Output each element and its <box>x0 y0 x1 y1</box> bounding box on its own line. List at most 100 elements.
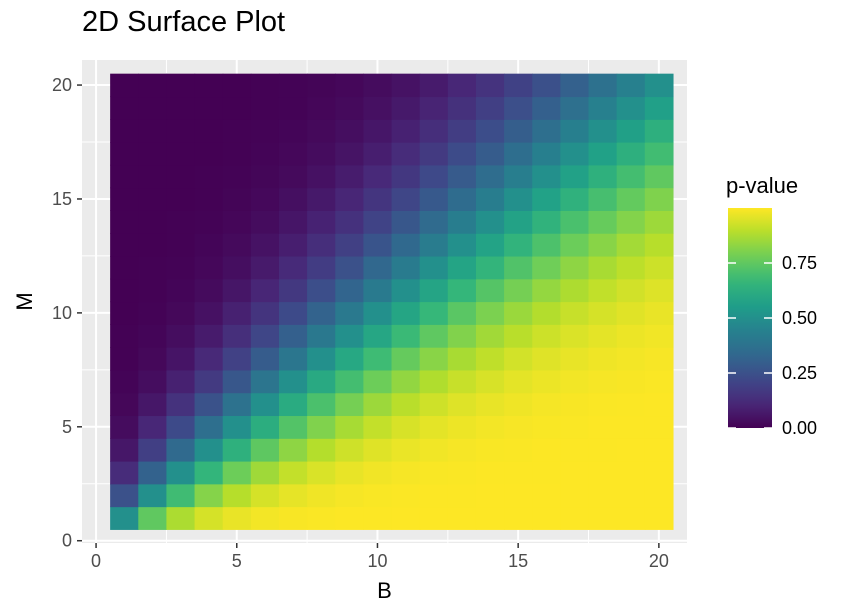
heatmap-cell <box>278 164 308 189</box>
heatmap-cell <box>194 73 224 98</box>
heatmap-cell <box>278 369 308 394</box>
heatmap-cell <box>363 324 393 348</box>
heatmap-cell <box>335 210 364 234</box>
heatmap-cell <box>307 392 336 417</box>
x-tick-label: 20 <box>649 551 669 571</box>
heatmap-cell <box>560 233 590 257</box>
heatmap-cell <box>419 438 449 462</box>
heatmap-cell <box>504 369 533 394</box>
heatmap-cell <box>194 506 224 530</box>
heatmap-cell <box>138 96 168 120</box>
heatmap-cell <box>644 392 674 417</box>
heatmap-cell <box>560 73 590 98</box>
heatmap-cell <box>166 483 196 508</box>
heatmap-cell <box>194 187 224 211</box>
heatmap-cell <box>391 438 421 462</box>
heatmap-cell <box>419 73 449 98</box>
heatmap-cell <box>616 73 646 98</box>
heatmap-cell <box>250 96 280 120</box>
heatmap-cell <box>110 369 139 394</box>
heatmap-cell <box>644 210 674 234</box>
heatmap-cell <box>616 324 646 348</box>
heatmap-cell <box>391 210 421 234</box>
heatmap-cell <box>250 460 280 485</box>
heatmap-cell <box>110 392 139 417</box>
legend-tick-label: 0.50 <box>782 308 817 328</box>
heatmap-cell <box>616 255 646 280</box>
heatmap-cell <box>419 210 449 234</box>
heatmap-cell <box>447 506 477 530</box>
heatmap-cell <box>532 233 561 257</box>
heatmap-cell <box>222 210 252 234</box>
heatmap-cell <box>307 483 336 508</box>
heatmap-cell <box>391 506 421 530</box>
heatmap-cell <box>560 278 590 303</box>
heatmap-cell <box>166 415 196 439</box>
heatmap-cells <box>110 73 674 530</box>
heatmap-cell <box>447 438 477 462</box>
heatmap-cell <box>110 255 139 280</box>
heatmap-cell <box>644 460 674 485</box>
heatmap-cell <box>588 392 618 417</box>
heatmap-cell <box>560 187 590 211</box>
legend-tick-label: 0.25 <box>782 363 817 383</box>
heatmap-cell <box>278 210 308 234</box>
heatmap-cell <box>363 278 393 303</box>
heatmap-cell <box>447 460 477 485</box>
heatmap-cell <box>138 483 168 508</box>
heatmap-cell <box>475 278 505 303</box>
heatmap-cell <box>194 255 224 280</box>
heatmap-cell <box>194 415 224 439</box>
heatmap-cell <box>138 392 168 417</box>
heatmap-cell <box>475 142 505 166</box>
heatmap-cell <box>222 278 252 303</box>
heatmap-cell <box>616 460 646 485</box>
heatmap-cell <box>419 119 449 143</box>
heatmap-cell <box>307 506 336 530</box>
heatmap-cell <box>447 187 477 211</box>
heatmap-cell <box>278 119 308 143</box>
heatmap-cell <box>166 438 196 462</box>
heatmap-cell <box>391 460 421 485</box>
heatmap-cell <box>138 164 168 189</box>
heatmap-cell <box>194 483 224 508</box>
heatmap-cell <box>504 187 533 211</box>
heatmap-cell <box>166 460 196 485</box>
heatmap-cell <box>560 415 590 439</box>
heatmap-cell <box>250 369 280 394</box>
heatmap-cell <box>110 506 139 530</box>
heatmap-cell <box>250 164 280 189</box>
heatmap-cell <box>363 347 393 371</box>
heatmap-cell <box>419 142 449 166</box>
heatmap-cell <box>250 347 280 371</box>
heatmap-cell <box>335 415 364 439</box>
heatmap-cell <box>532 460 561 485</box>
heatmap-cell <box>110 301 139 325</box>
heatmap-cell <box>335 278 364 303</box>
heatmap-cell <box>278 278 308 303</box>
heatmap-cell <box>616 347 646 371</box>
heatmap-cell <box>644 96 674 120</box>
heatmap-cell <box>532 415 561 439</box>
heatmap-cell <box>504 324 533 348</box>
heatmap-cell <box>532 301 561 325</box>
heatmap-cell <box>250 210 280 234</box>
heatmap-cell <box>250 142 280 166</box>
y-tick-label: 15 <box>52 189 72 209</box>
heatmap-cell <box>532 73 561 98</box>
heatmap-cell <box>504 460 533 485</box>
heatmap-cell <box>504 415 533 439</box>
heatmap-cell <box>419 506 449 530</box>
heatmap-cell <box>475 392 505 417</box>
heatmap-cell <box>616 301 646 325</box>
heatmap-cell <box>166 324 196 348</box>
heatmap-cell <box>419 96 449 120</box>
heatmap-cell <box>504 210 533 234</box>
heatmap-cell <box>278 324 308 348</box>
heatmap-cell <box>278 438 308 462</box>
heatmap-cell <box>532 210 561 234</box>
heatmap-cell <box>560 255 590 280</box>
heatmap-cell <box>560 347 590 371</box>
heatmap-cell <box>307 324 336 348</box>
